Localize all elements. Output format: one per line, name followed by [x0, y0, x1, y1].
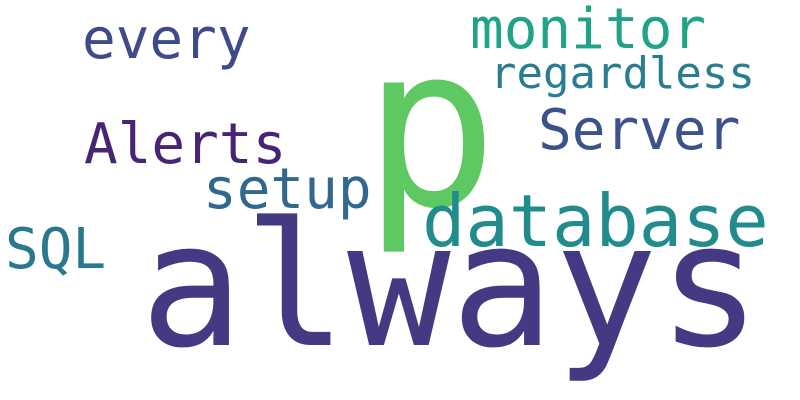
word-setup: setup	[203, 157, 372, 222]
word-always: always	[140, 185, 762, 386]
word-alerts: Alerts	[84, 112, 287, 177]
word-regardless: regardless	[490, 48, 755, 99]
word-every: every	[82, 7, 251, 72]
word-p: p	[363, 0, 498, 258]
word-server: Server	[538, 98, 741, 163]
word-database: database	[422, 179, 769, 263]
word-sql: SQL	[5, 217, 107, 282]
word-monitor: monitor	[470, 0, 707, 62]
